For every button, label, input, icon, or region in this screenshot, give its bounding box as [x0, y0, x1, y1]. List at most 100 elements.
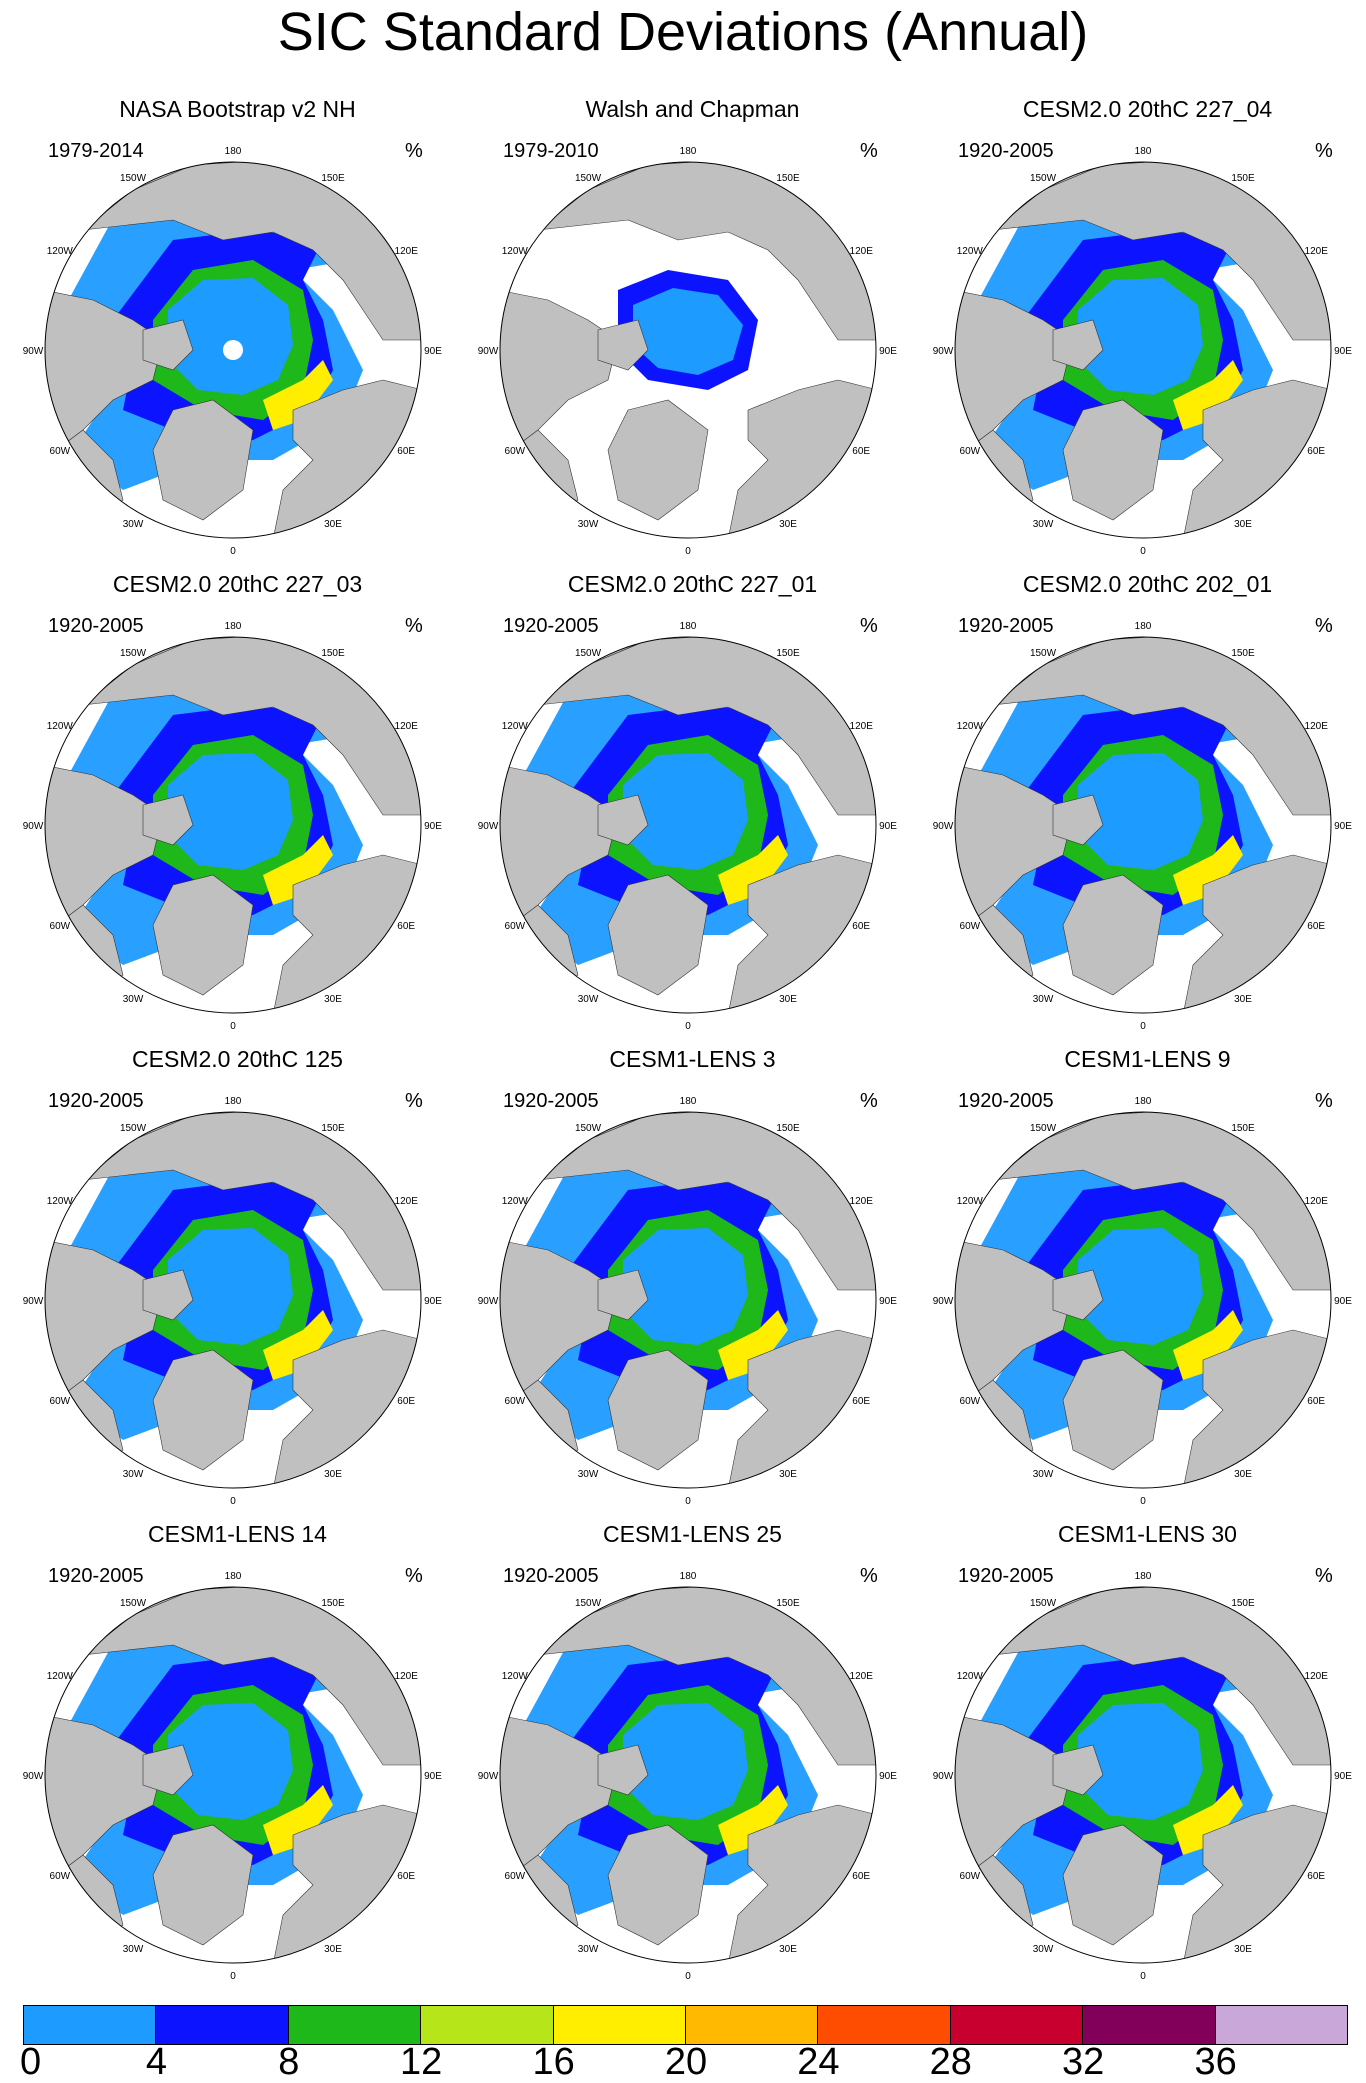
longitude-label: 30E [779, 519, 797, 530]
longitude-label: 60W [960, 1396, 981, 1407]
longitude-label: 60E [1307, 921, 1325, 932]
polar-map: 180 150E 120E 90E 60E 30E 0 30W 60W 90W 120W 150W [23, 1096, 443, 1507]
sic-central-pack [168, 1703, 293, 1820]
longitude-label: 60E [852, 446, 870, 457]
land-mass [142, 319, 194, 371]
land-mass [152, 874, 254, 996]
longitude-label: 90W [478, 346, 499, 357]
polar-map: 180 150E 120E 90E 60E 30E 0 30W 60W 90W 120W 150W [478, 1096, 898, 1507]
colorbar-swatch [1214, 2005, 1348, 2045]
panel-period: 1920-2005 [503, 1090, 599, 1112]
land-mass [597, 319, 649, 371]
longitude-label: 120E [1305, 1671, 1329, 1682]
longitude-label: 150W [575, 1598, 602, 1609]
longitude-label: 0 [685, 1496, 691, 1507]
longitude-label: 150W [575, 648, 602, 659]
longitude-label: 120W [957, 1196, 984, 1207]
map-panel: CESM2.0 20thC 227_04 1920-2005% 180 150E 120… [920, 95, 1366, 570]
panel-period: 1920-2005 [958, 140, 1054, 162]
panel-title: CESM2.0 20thC 227_04 [1022, 96, 1273, 122]
panel-unit: % [405, 615, 423, 637]
longitude-label: 0 [685, 1021, 691, 1032]
polar-map: 180 150E 120E 90E 60E 30E 0 30W 60W 90W 120W 150W [933, 1571, 1353, 1982]
longitude-label: 90E [879, 821, 897, 832]
panel-unit: % [405, 140, 423, 162]
longitude-label: 150W [1030, 1598, 1057, 1609]
longitude-label: 150W [120, 1598, 147, 1609]
longitude-label: 120E [395, 1196, 419, 1207]
longitude-label: 90W [933, 821, 954, 832]
panel-unit: % [405, 1565, 423, 1587]
longitude-label: 150W [1030, 648, 1057, 659]
longitude-label: 30E [779, 994, 797, 1005]
longitude-label: 180 [680, 1571, 697, 1582]
map-panel: CESM1-LENS 9 1920-2005% 180 150E 120E 90E 60E 3… [920, 1045, 1366, 1520]
land-mass [1052, 319, 1104, 371]
panel-period: 1920-2005 [503, 615, 599, 637]
longitude-label: 120W [502, 246, 529, 257]
longitude-label: 150W [120, 648, 147, 659]
panel-unit: % [1315, 140, 1333, 162]
longitude-label: 120W [47, 1196, 74, 1207]
sic-band-peak [1173, 360, 1243, 430]
longitude-label: 90W [933, 1296, 954, 1307]
longitude-label: 120W [957, 246, 984, 257]
map-boundary-circle [44, 636, 422, 1014]
land-mass [992, 1587, 1331, 1766]
longitude-label: 60E [1307, 446, 1325, 457]
polar-map: 180 150E 120E 90E 60E 30E 0 30W 60W 90W 120W 150W [933, 1096, 1353, 1507]
longitude-label: 60E [397, 921, 415, 932]
panel-unit: % [860, 615, 878, 637]
panel-period: 1920-2005 [48, 1565, 144, 1587]
longitude-label: 90E [1334, 346, 1352, 357]
panel-period: 1920-2005 [958, 1090, 1054, 1112]
longitude-label: 90E [879, 1296, 897, 1307]
longitude-label: 120W [47, 246, 74, 257]
map-panel: NASA Bootstrap v2 NH 1979-2014% 180 150E 120… [10, 95, 465, 570]
land-mass [992, 1112, 1331, 1291]
polar-map: 180 150E 120E 90E 60E 30E 0 30W 60W 90W 120W 150W [478, 621, 898, 1032]
longitude-label: 150E [1231, 1123, 1255, 1134]
longitude-label: 90E [1334, 821, 1352, 832]
longitude-label: 180 [225, 146, 242, 157]
panel-title: CESM2.0 20thC 125 [132, 1046, 343, 1072]
sic-central-pack [623, 1703, 748, 1820]
longitude-label: 30W [578, 994, 599, 1005]
longitude-label: 30W [1033, 519, 1054, 530]
land-mass [607, 399, 709, 521]
longitude-label: 90W [478, 1771, 499, 1782]
colorbar-tick-label: 0 [20, 2041, 42, 2083]
colorbar [23, 2005, 1348, 2045]
longitude-label: 180 [680, 621, 697, 632]
sic-band-peak [1173, 1310, 1243, 1380]
longitude-label: 150E [321, 173, 345, 184]
colorbar-swatch [287, 2005, 422, 2045]
longitude-label: 180 [680, 1096, 697, 1107]
longitude-label: 30E [324, 1469, 342, 1480]
longitude-label: 30E [324, 519, 342, 530]
land-mass [82, 1112, 421, 1291]
panel-title: CESM2.0 20thC 227_01 [567, 571, 818, 597]
longitude-label: 180 [1135, 621, 1152, 632]
longitude-label: 30W [578, 1469, 599, 1480]
colorbar-tick-label: 4 [145, 2041, 167, 2083]
longitude-label: 60E [852, 1871, 870, 1882]
longitude-label: 150W [575, 1123, 602, 1134]
longitude-label: 30E [1234, 1944, 1252, 1955]
colorbar-swatch [949, 2005, 1084, 2045]
map-boundary-circle [954, 1111, 1332, 1489]
longitude-label: 90E [879, 346, 897, 357]
panel-period: 1920-2005 [48, 615, 144, 637]
panel-unit: % [860, 1565, 878, 1587]
longitude-label: 0 [230, 546, 236, 557]
sic-central-pack [623, 1228, 748, 1345]
polar-map: 180 150E 120E 90E 60E 30E 0 30W 60W 90W 120W 150W [933, 621, 1353, 1032]
map-boundary-circle [44, 161, 422, 539]
colorbar-tick-label: 20 [664, 2041, 708, 2083]
longitude-label: 180 [225, 1096, 242, 1107]
colorbar-swatch [155, 2005, 289, 2045]
map-panel: CESM1-LENS 25 1920-2005% 180 150E 120E 90E 60E… [465, 1520, 920, 1995]
sic-band-peak [263, 1785, 333, 1855]
land-mass [142, 1269, 194, 1321]
longitude-label: 120E [850, 721, 874, 732]
